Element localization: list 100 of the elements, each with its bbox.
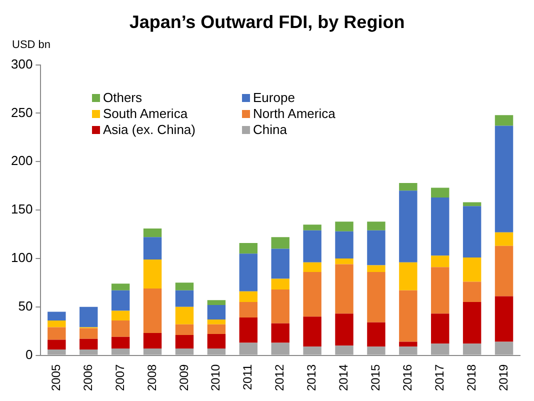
bar [175, 348, 194, 355]
bar [239, 242, 258, 254]
bar [207, 319, 226, 324]
bar [239, 342, 258, 355]
legend-label: Europe [253, 90, 295, 105]
bar [143, 348, 162, 355]
bar [207, 334, 226, 349]
y-tick-label: 150 [10, 202, 33, 217]
bar [303, 224, 322, 230]
bar [48, 349, 66, 355]
bar [175, 334, 194, 349]
y-tick-label: 300 [10, 56, 33, 72]
bar [494, 246, 514, 296]
bar [48, 327, 66, 340]
bar [335, 264, 354, 314]
legend-label: North America [253, 106, 336, 121]
bar [494, 115, 514, 126]
bar [335, 258, 354, 264]
bar [303, 230, 322, 262]
bar [303, 346, 322, 355]
chart-title: Japan’s Outward FDI, by Region [128, 11, 406, 34]
bar [239, 254, 258, 292]
bar [271, 323, 290, 343]
bar [462, 206, 482, 258]
bar [399, 346, 418, 355]
bar [399, 290, 418, 342]
bar [494, 342, 514, 355]
x-tick-label: 2008 [144, 364, 159, 392]
bar [367, 230, 386, 266]
x-tick-label: 2019 [496, 364, 510, 392]
x-tick-label: 2005 [48, 364, 63, 392]
bar [431, 314, 450, 344]
bar [399, 342, 418, 347]
x-tick-label: 2018 [464, 364, 478, 392]
legend-label: South America [103, 106, 188, 121]
bar [48, 340, 66, 350]
bar [143, 333, 162, 349]
bar [175, 306, 194, 324]
x-tick-label: 2007 [112, 364, 127, 392]
bar [175, 290, 194, 307]
bar [399, 190, 418, 262]
bar [494, 126, 514, 232]
bar [207, 304, 226, 320]
bar [462, 282, 482, 302]
bar [207, 300, 226, 305]
x-tick-label: 2010 [208, 364, 223, 392]
bar [271, 248, 290, 279]
bar [335, 314, 354, 346]
bar [303, 316, 322, 347]
x-tick-label: 2017 [432, 364, 446, 392]
x-tick-label: 2009 [176, 364, 191, 392]
bar [399, 262, 418, 290]
bar [80, 338, 98, 350]
x-tick-label: 2013 [304, 364, 319, 392]
bar [80, 328, 98, 339]
bar [143, 237, 162, 260]
x-tick-label: 2012 [272, 364, 287, 392]
x-tick-label: 2016 [400, 364, 414, 392]
bar [143, 259, 162, 288]
bar [367, 265, 386, 272]
bar [335, 222, 354, 232]
bar [367, 272, 386, 322]
bar [303, 262, 322, 272]
bar [239, 318, 258, 343]
bar [48, 320, 66, 328]
bar [271, 237, 290, 249]
bar [111, 310, 130, 320]
bar [271, 342, 290, 355]
bar [367, 322, 386, 347]
bar [80, 306, 98, 328]
x-tick-label: 2014 [336, 364, 351, 392]
bar [494, 296, 514, 342]
bar [462, 258, 482, 282]
bar [111, 348, 130, 355]
bar [143, 288, 162, 334]
bar [239, 302, 258, 318]
bar [431, 197, 450, 256]
bar [431, 256, 450, 268]
legend-label: Others [103, 90, 142, 105]
legend-label: China [253, 122, 287, 137]
y-tick-label: 200 [10, 153, 33, 168]
bar [271, 278, 290, 290]
bar [431, 344, 450, 355]
bar [399, 182, 418, 191]
y-tick-label: 0 [25, 346, 33, 362]
bar [271, 289, 290, 324]
bar [175, 324, 194, 335]
y-tick-label: 50 [18, 298, 33, 314]
bar [431, 188, 450, 198]
bar [143, 228, 162, 238]
y-axis-title: USD bn [11, 38, 52, 53]
bar [494, 232, 514, 246]
legend-label: Asia (ex. China) [103, 122, 196, 137]
y-tick-label: 250 [10, 104, 33, 120]
bar [462, 344, 482, 355]
bar [431, 267, 450, 314]
bar [207, 324, 226, 334]
x-tick-label: 2006 [80, 364, 95, 392]
bar [175, 282, 194, 290]
bar [207, 348, 226, 355]
